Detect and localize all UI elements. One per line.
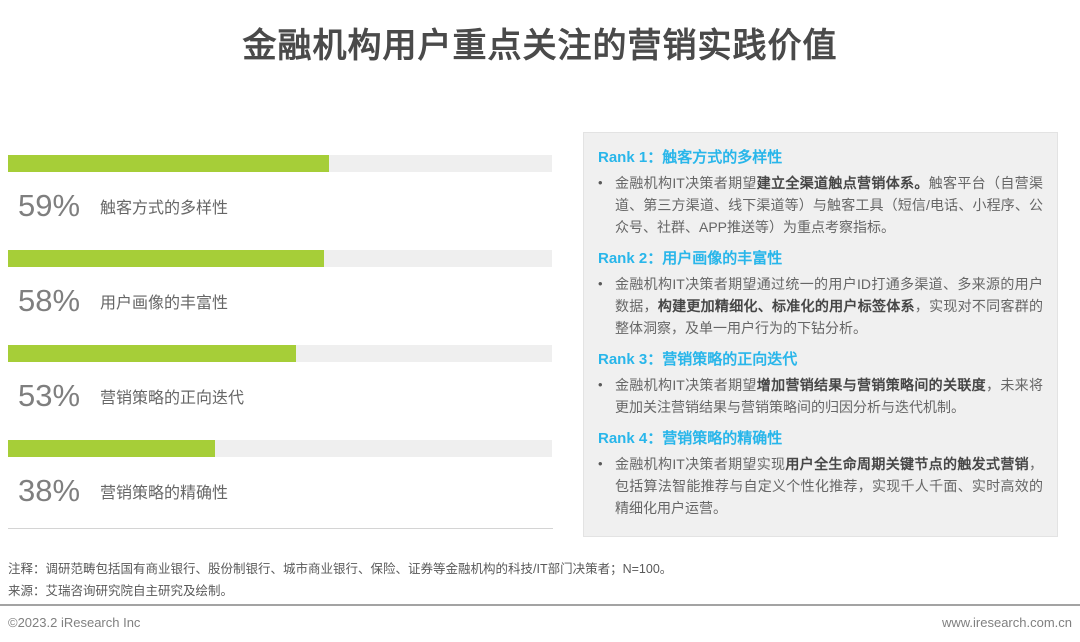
rank-section-1: Rank 1：触客方式的多样性 • 金融机构IT决策者期望建立全渠道触点营销体系…: [598, 146, 1043, 238]
rank-heading: Rank 1：触客方式的多样性: [598, 149, 783, 166]
bar-track: [8, 345, 552, 362]
rank-bullet-text: 金融机构IT决策者期望通过统一的用户ID打通多渠道、多来源的用户数据，构建更加精…: [615, 273, 1043, 339]
bar-row: 59% 触客方式的多样性: [18, 183, 548, 229]
text-segment: ，未来将更加关注营销结果与营销策略间的归因分析与迭代机制。: [615, 377, 1044, 415]
footer-website-link[interactable]: www.iresearch.com.cn: [941, 615, 1072, 630]
footer-divider: [0, 604, 1080, 606]
text-segment: 金融机构IT决策者期望通过统一的用户ID打通多渠道、多来源的用户数据，: [615, 276, 1043, 314]
rank-heading: Rank 2：用户画像的丰富性: [598, 250, 783, 267]
bar-track: [8, 155, 552, 172]
bar-category-label: 用户画像的丰富性: [100, 295, 229, 312]
bar-track: [8, 250, 552, 267]
bullet-dot-icon: •: [598, 276, 603, 291]
text-segment-bold: 建立全渠道触点营销体系。: [756, 175, 929, 191]
bar-fill: [8, 345, 297, 362]
rank-bullet-text: 金融机构IT决策者期望实现用户全生命周期关键节点的触发式营销，包括算法智能推荐与…: [615, 453, 1043, 519]
bullet-dot-icon: •: [598, 456, 603, 471]
rank-bullet-text: 金融机构IT决策者期望增加营销结果与营销策略间的关联度，未来将更加关注营销结果与…: [615, 374, 1043, 418]
rank-heading: Rank 3：营销策略的正向迭代: [598, 351, 798, 368]
rank-bullet-item: • 金融机构IT决策者期望建立全渠道触点营销体系。触客平台（自营渠道、第三方渠道…: [598, 172, 1043, 238]
bar-chart: 59% 触客方式的多样性 58% 用户画像的丰富性 53% 营销策略的正向迭代 …: [0, 0, 560, 560]
bar-row: 38% 营销策略的精确性: [18, 468, 548, 514]
bullet-dot-icon: •: [598, 377, 603, 392]
page-title: 金融机构用户重点关注的营销实践价值: [242, 27, 838, 65]
rank-bullet-item: • 金融机构IT决策者期望通过统一的用户ID打通多渠道、多来源的用户数据，构建更…: [598, 273, 1043, 339]
text-segment: ，实现对不同客群的整体洞察，及单一用户行为的下钻分析。: [615, 298, 1044, 336]
text-segment: 金融机构IT决策者期望: [615, 377, 757, 393]
bar-value-label: 53%: [18, 378, 81, 413]
rank-panel: Rank 1：触客方式的多样性 • 金融机构IT决策者期望建立全渠道触点营销体系…: [583, 132, 1058, 537]
rank-section-2: Rank 2：用户画像的丰富性 • 金融机构IT决策者期望通过统一的用户ID打通…: [598, 247, 1043, 339]
text-segment: 金融机构IT决策者期望: [615, 175, 757, 191]
bar-row: 58% 用户画像的丰富性: [18, 278, 548, 324]
bar-category-label: 触客方式的多样性: [100, 200, 229, 217]
text-segment-bold: 构建更加精细化、标准化的用户标签体系: [657, 298, 915, 314]
rank-bullet-text: 金融机构IT决策者期望建立全渠道触点营销体系。触客平台（自营渠道、第三方渠道、线…: [615, 172, 1043, 238]
rank-section-3: Rank 3：营销策略的正向迭代 • 金融机构IT决策者期望增加营销结果与营销策…: [598, 348, 1043, 418]
rank-section-4: Rank 4：营销策略的精确性 • 金融机构IT决策者期望实现用户全生命周期关键…: [598, 427, 1043, 519]
bar-value-label: 58%: [18, 283, 81, 318]
footnotes: 注释：调研范畴包括国有商业银行、股份制银行、城市商业银行、保险、证券等金融机构的…: [8, 558, 672, 602]
bullet-dot-icon: •: [598, 175, 603, 190]
bar-category-label: 营销策略的正向迭代: [100, 390, 245, 407]
bar-fill: [8, 440, 215, 457]
source-line: 来源：艾瑞咨询研究院自主研究及绘制。: [8, 584, 234, 598]
rank-heading: Rank 4：营销策略的精确性: [598, 430, 783, 447]
text-segment-bold: 增加营销结果与营销策略间的关联度: [756, 377, 987, 393]
bar-track: [8, 440, 552, 457]
bar-fill: [8, 250, 324, 267]
text-segment: 金融机构IT决策者期望实现: [615, 456, 786, 472]
bar-value-label: 38%: [18, 473, 81, 508]
bar-fill: [8, 155, 329, 172]
bar-row: 53% 营销策略的正向迭代: [18, 373, 548, 419]
text-segment: 触客平台（自营渠道、第三方渠道、线下渠道等）与触客工具（短信/电话、小程序、公众…: [615, 175, 1043, 235]
bar-value-label: 59%: [18, 188, 81, 223]
footer-copyright: ©2023.2 iResearch Inc: [8, 615, 141, 630]
note-line: 注释：调研范畴包括国有商业银行、股份制银行、城市商业银行、保险、证券等金融机构的…: [8, 562, 673, 576]
rank-bullet-item: • 金融机构IT决策者期望增加营销结果与营销策略间的关联度，未来将更加关注营销结…: [598, 374, 1043, 418]
text-segment-bold: 用户全生命周期关键节点的触发式营销: [785, 456, 1030, 472]
rank-bullet-item: • 金融机构IT决策者期望实现用户全生命周期关键节点的触发式营销，包括算法智能推…: [598, 453, 1043, 519]
text-segment: ，包括算法智能推荐与自定义个性化推荐，实现千人千面、实时高效的精细化用户运营。: [615, 456, 1044, 516]
chart-bottom-divider: [8, 528, 553, 529]
bar-category-label: 营销策略的精确性: [100, 485, 229, 502]
